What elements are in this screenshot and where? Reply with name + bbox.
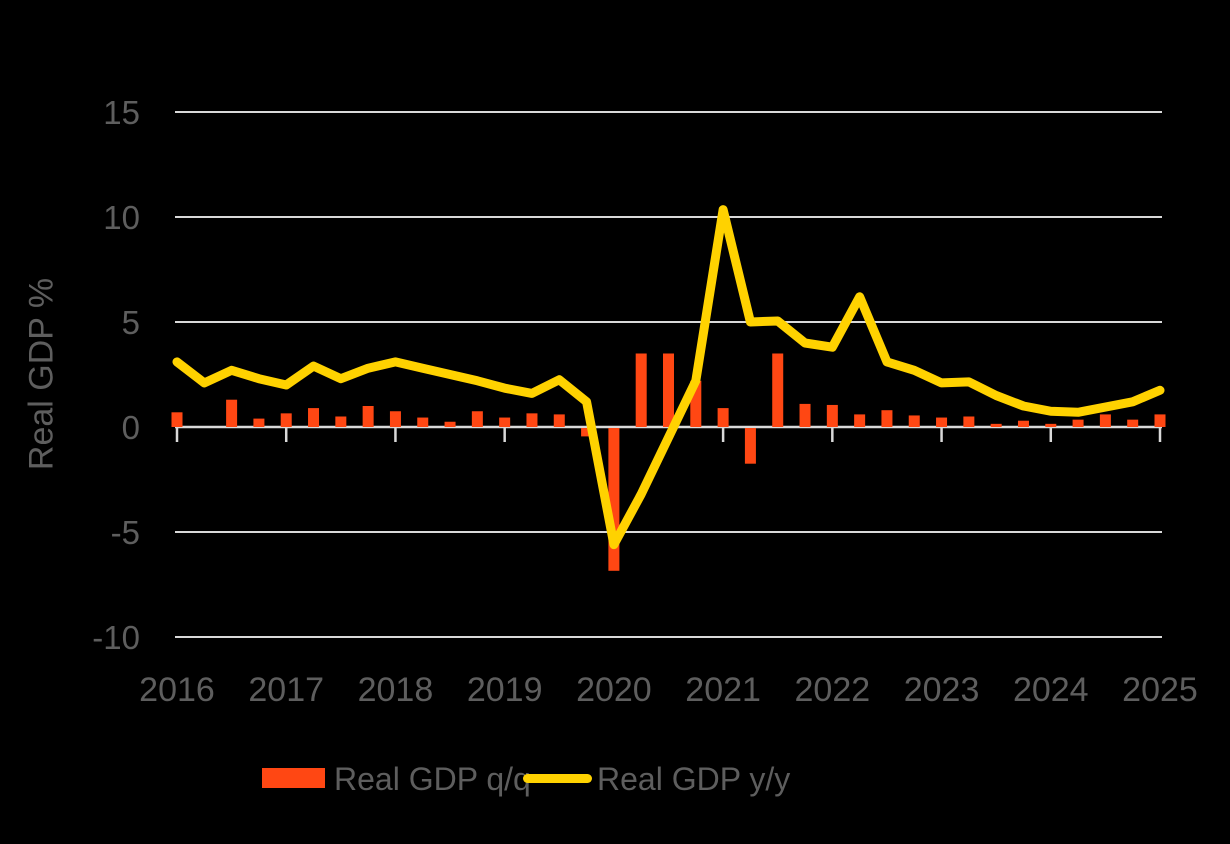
qq-bar [1099, 414, 1111, 427]
qq-bar [553, 414, 565, 427]
legend-label-yy: Real GDP y/y [597, 761, 791, 797]
qq-bar [963, 416, 975, 427]
qq-bar [226, 399, 238, 427]
qq-bar [744, 428, 756, 464]
legend-label-qq: Real GDP q/q [334, 761, 531, 797]
legend: Real GDP q/q Real GDP y/y [0, 755, 1230, 805]
x-year-label: 2018 [358, 671, 434, 709]
qq-bar [526, 413, 538, 427]
qq-bar [1072, 419, 1084, 427]
qq-bar [280, 413, 292, 427]
qq-bar [635, 353, 647, 427]
legend-line-swatch [523, 774, 592, 783]
qq-bar [362, 406, 374, 427]
qq-bar [826, 404, 838, 427]
y-tick-label: 5 [122, 304, 140, 341]
qq-bar [1017, 420, 1029, 427]
qq-bar [717, 408, 729, 427]
qq-bar [171, 412, 183, 427]
x-year-label: 2020 [576, 671, 652, 709]
qq-bar [608, 428, 620, 571]
yy-line [172, 205, 1165, 550]
qq-bar [881, 410, 893, 427]
qq-bar [1154, 414, 1166, 427]
legend-bar-swatch [262, 768, 325, 788]
qq-bar [471, 411, 483, 427]
y-axis-title: Real GDP % [22, 277, 61, 471]
x-year-label: 2016 [139, 671, 215, 709]
y-tick-label: -5 [111, 514, 140, 551]
qq-bar [389, 411, 401, 427]
x-year-label: 2022 [795, 671, 871, 709]
qq-bar [335, 416, 347, 427]
qq-bar [1127, 419, 1139, 427]
qq-bar [690, 380, 702, 427]
x-year-label: 2017 [248, 671, 324, 709]
qq-bar [581, 428, 593, 437]
y-tick-label: -10 [92, 619, 140, 656]
qq-bar [663, 353, 674, 427]
y-tick-label: 10 [103, 199, 140, 236]
x-year-label: 2019 [467, 671, 543, 709]
y-tick-label: 0 [122, 409, 140, 446]
qq-bar [1045, 423, 1057, 427]
qq-bar [854, 414, 866, 427]
qq-bar [499, 417, 511, 427]
x-year-label: 2025 [1122, 671, 1198, 709]
qq-bar [417, 417, 429, 427]
qq-bar [308, 408, 320, 427]
qq-bar [908, 415, 920, 427]
x-year-label: 2023 [904, 671, 980, 709]
x-year-label: 2021 [685, 671, 761, 709]
qq-bar [990, 423, 1002, 427]
qq-bar [799, 403, 811, 427]
qq-bar [444, 421, 456, 427]
x-year-label: 2024 [1013, 671, 1089, 709]
qq-bar [936, 417, 948, 427]
qq-bar [253, 418, 265, 427]
y-tick-label: 15 [103, 94, 140, 131]
qq-bar [772, 353, 784, 427]
